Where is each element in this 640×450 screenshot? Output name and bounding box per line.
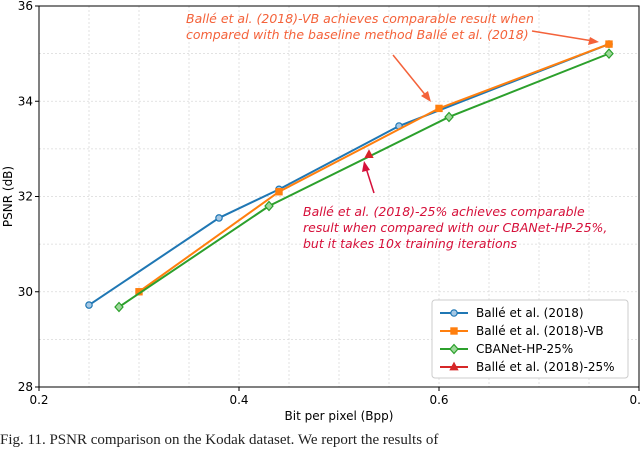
legend-box [431, 299, 629, 379]
series-line-2 [118, 52, 610, 308]
series-line-0 [88, 43, 610, 306]
annotation-25-line-2: result when compared with our CBANet-HP-… [303, 220, 607, 235]
legend-item-1: Ballé et al. (2018)-VB [440, 324, 604, 338]
legend-label-2: CBANet-HP-25% [476, 342, 573, 356]
y-tick-label: 34 [18, 94, 33, 108]
annotation-vb-arrowhead-2 [588, 37, 599, 45]
figure-caption: Fig. 11. PSNR comparison on the Kodak da… [0, 432, 439, 448]
annotation-vb-arrow-1 [392, 54, 428, 98]
data-point-2-0 [114, 301, 124, 313]
annotation-25-arrowhead [362, 161, 370, 172]
y-tick-label: 28 [18, 380, 33, 394]
legend-label-1: Ballé et al. (2018)-VB [476, 324, 604, 338]
legend-item-3: Ballé et al. (2018)-25% [440, 360, 615, 374]
annotation-vb-arrow-2 [531, 30, 594, 42]
series-2 [114, 48, 614, 313]
data-point-0-1 [215, 214, 223, 222]
series-0 [85, 40, 613, 309]
data-point-1-3 [605, 40, 613, 48]
annotation-vb: Ballé et al. (2018)-VB achieves comparab… [186, 11, 599, 102]
data-point-1-2 [435, 104, 443, 113]
data-point-3-0 [364, 149, 374, 158]
y-tick-label: 36 [18, 0, 33, 13]
legend-item-0: Ballé et al. (2018) [440, 306, 584, 320]
data-point-1-1 [275, 188, 283, 196]
x-axis-label: Bit per pixel (Bpp) [285, 409, 394, 423]
legend-marker-2 [449, 343, 459, 355]
legend-marker-3 [449, 361, 459, 371]
legend-label-3: Ballé et al. (2018)-25% [476, 360, 615, 374]
legend-item-2: CBANet-HP-25% [440, 342, 573, 356]
data-point-2-2 [444, 111, 454, 123]
data-point-0-0 [85, 301, 93, 309]
y-axis-label: PSNR (dB) [1, 166, 15, 227]
y-tick-label: 30 [18, 285, 33, 299]
y-tick-label: 32 [18, 190, 33, 204]
series-line-1 [138, 43, 610, 293]
annotation-vb-line-1: Ballé et al. (2018)-VB achieves comparab… [186, 11, 534, 26]
series-layer [85, 40, 614, 313]
x-tick-label: 0.4 [229, 393, 248, 407]
legend-marker-0 [450, 309, 458, 317]
series-3 [364, 149, 374, 158]
x-tick-label: 0.8 [629, 393, 640, 407]
legend: Ballé et al. (2018) Ballé et al. (2018)-V… [431, 299, 629, 379]
x-tick-label: 0.6 [429, 393, 448, 407]
annotation-25: Ballé et al. (2018)-25% achieves compara… [303, 161, 607, 251]
series-1 [135, 40, 613, 296]
data-point-2-3 [604, 48, 614, 60]
annotation-25-line-3: but it takes 10x training iterations [303, 236, 518, 251]
annotation-25-line-1: Ballé et al. (2018)-25% achieves compara… [303, 204, 585, 219]
legend-marker-1 [450, 327, 458, 335]
annotation-25-arrow [365, 167, 375, 194]
data-point-2-1 [264, 200, 274, 212]
x-tick-label: 0.2 [29, 393, 48, 407]
annotation-vb-line-2: compared with the baseline method Ballé … [186, 27, 529, 42]
annotation-vb-arrowhead-1 [421, 91, 431, 102]
legend-label-0: Ballé et al. (2018) [476, 306, 584, 320]
axis-ticks: 0.2 0.4 0.6 0.8 28 30 32 34 36 [18, 0, 640, 407]
